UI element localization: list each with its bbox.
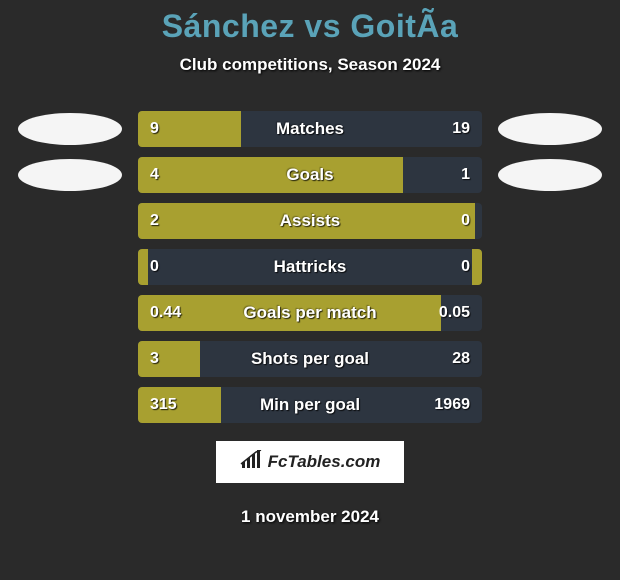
- spacer: [498, 297, 602, 329]
- stat-bar: 3151969Min per goal: [138, 387, 482, 423]
- stat-left-value: 0: [138, 249, 171, 285]
- bar-fill-left: [138, 203, 475, 239]
- spacer: [18, 205, 122, 237]
- stat-left-value: 3: [138, 341, 171, 377]
- stat-row: 0 0Hattricks: [0, 249, 620, 285]
- stat-right-value: 28: [440, 341, 482, 377]
- stat-bar: 41Goals: [138, 157, 482, 193]
- stat-bar: 0.440.05Goals per match: [138, 295, 482, 331]
- stat-left-value: 315: [138, 387, 189, 423]
- stat-row: 3151969Min per goal: [0, 387, 620, 423]
- player-left-ellipse: [18, 159, 122, 191]
- spacer: [498, 343, 602, 375]
- stat-row: 328Shots per goal: [0, 341, 620, 377]
- stat-right-value: 1969: [422, 387, 482, 423]
- stats-card: Sánchez vs GoitÃ­a Club competitions, Se…: [0, 0, 620, 580]
- player-right-ellipse: [498, 113, 602, 145]
- bar-fill-left: [138, 157, 403, 193]
- stat-row: 20Assists: [0, 203, 620, 239]
- page-subtitle: Club competitions, Season 2024: [0, 55, 620, 75]
- brand-box: FcTables.com: [216, 441, 404, 483]
- stat-rows: 919Matches41Goals20Assists00Hattricks0.4…: [0, 111, 620, 423]
- footer-date: 1 november 2024: [0, 507, 620, 527]
- stat-left-value: 4: [138, 157, 171, 193]
- stat-bar: 20Assists: [138, 203, 482, 239]
- stat-bar: 328Shots per goal: [138, 341, 482, 377]
- stat-bar: 919Matches: [138, 111, 482, 147]
- spacer: [498, 251, 602, 283]
- spacer: [18, 389, 122, 421]
- stat-row: 0.440.05Goals per match: [0, 295, 620, 331]
- spacer: [498, 389, 602, 421]
- stat-right-value: 0: [449, 249, 482, 285]
- stat-bar: 0 0Hattricks: [138, 249, 482, 285]
- stat-left-value: 0.44: [138, 295, 193, 331]
- stat-left-value: 2: [138, 203, 171, 239]
- player-right-ellipse: [498, 159, 602, 191]
- page-title: Sánchez vs GoitÃ­a: [0, 8, 620, 45]
- spacer: [18, 251, 122, 283]
- spacer: [498, 205, 602, 237]
- stat-right-value: 0.05: [427, 295, 482, 331]
- stat-row: 919Matches: [0, 111, 620, 147]
- brand-label: FcTables.com: [268, 452, 381, 472]
- stat-right-value: 1: [449, 157, 482, 193]
- stat-left-value: 9: [138, 111, 171, 147]
- chart-icon: [240, 450, 262, 475]
- stat-right-value: 19: [440, 111, 482, 147]
- spacer: [18, 343, 122, 375]
- player-left-ellipse: [18, 113, 122, 145]
- stat-right-value: 0: [449, 203, 482, 239]
- stat-row: 41Goals: [0, 157, 620, 193]
- stat-label: Hattricks: [138, 249, 482, 285]
- spacer: [18, 297, 122, 329]
